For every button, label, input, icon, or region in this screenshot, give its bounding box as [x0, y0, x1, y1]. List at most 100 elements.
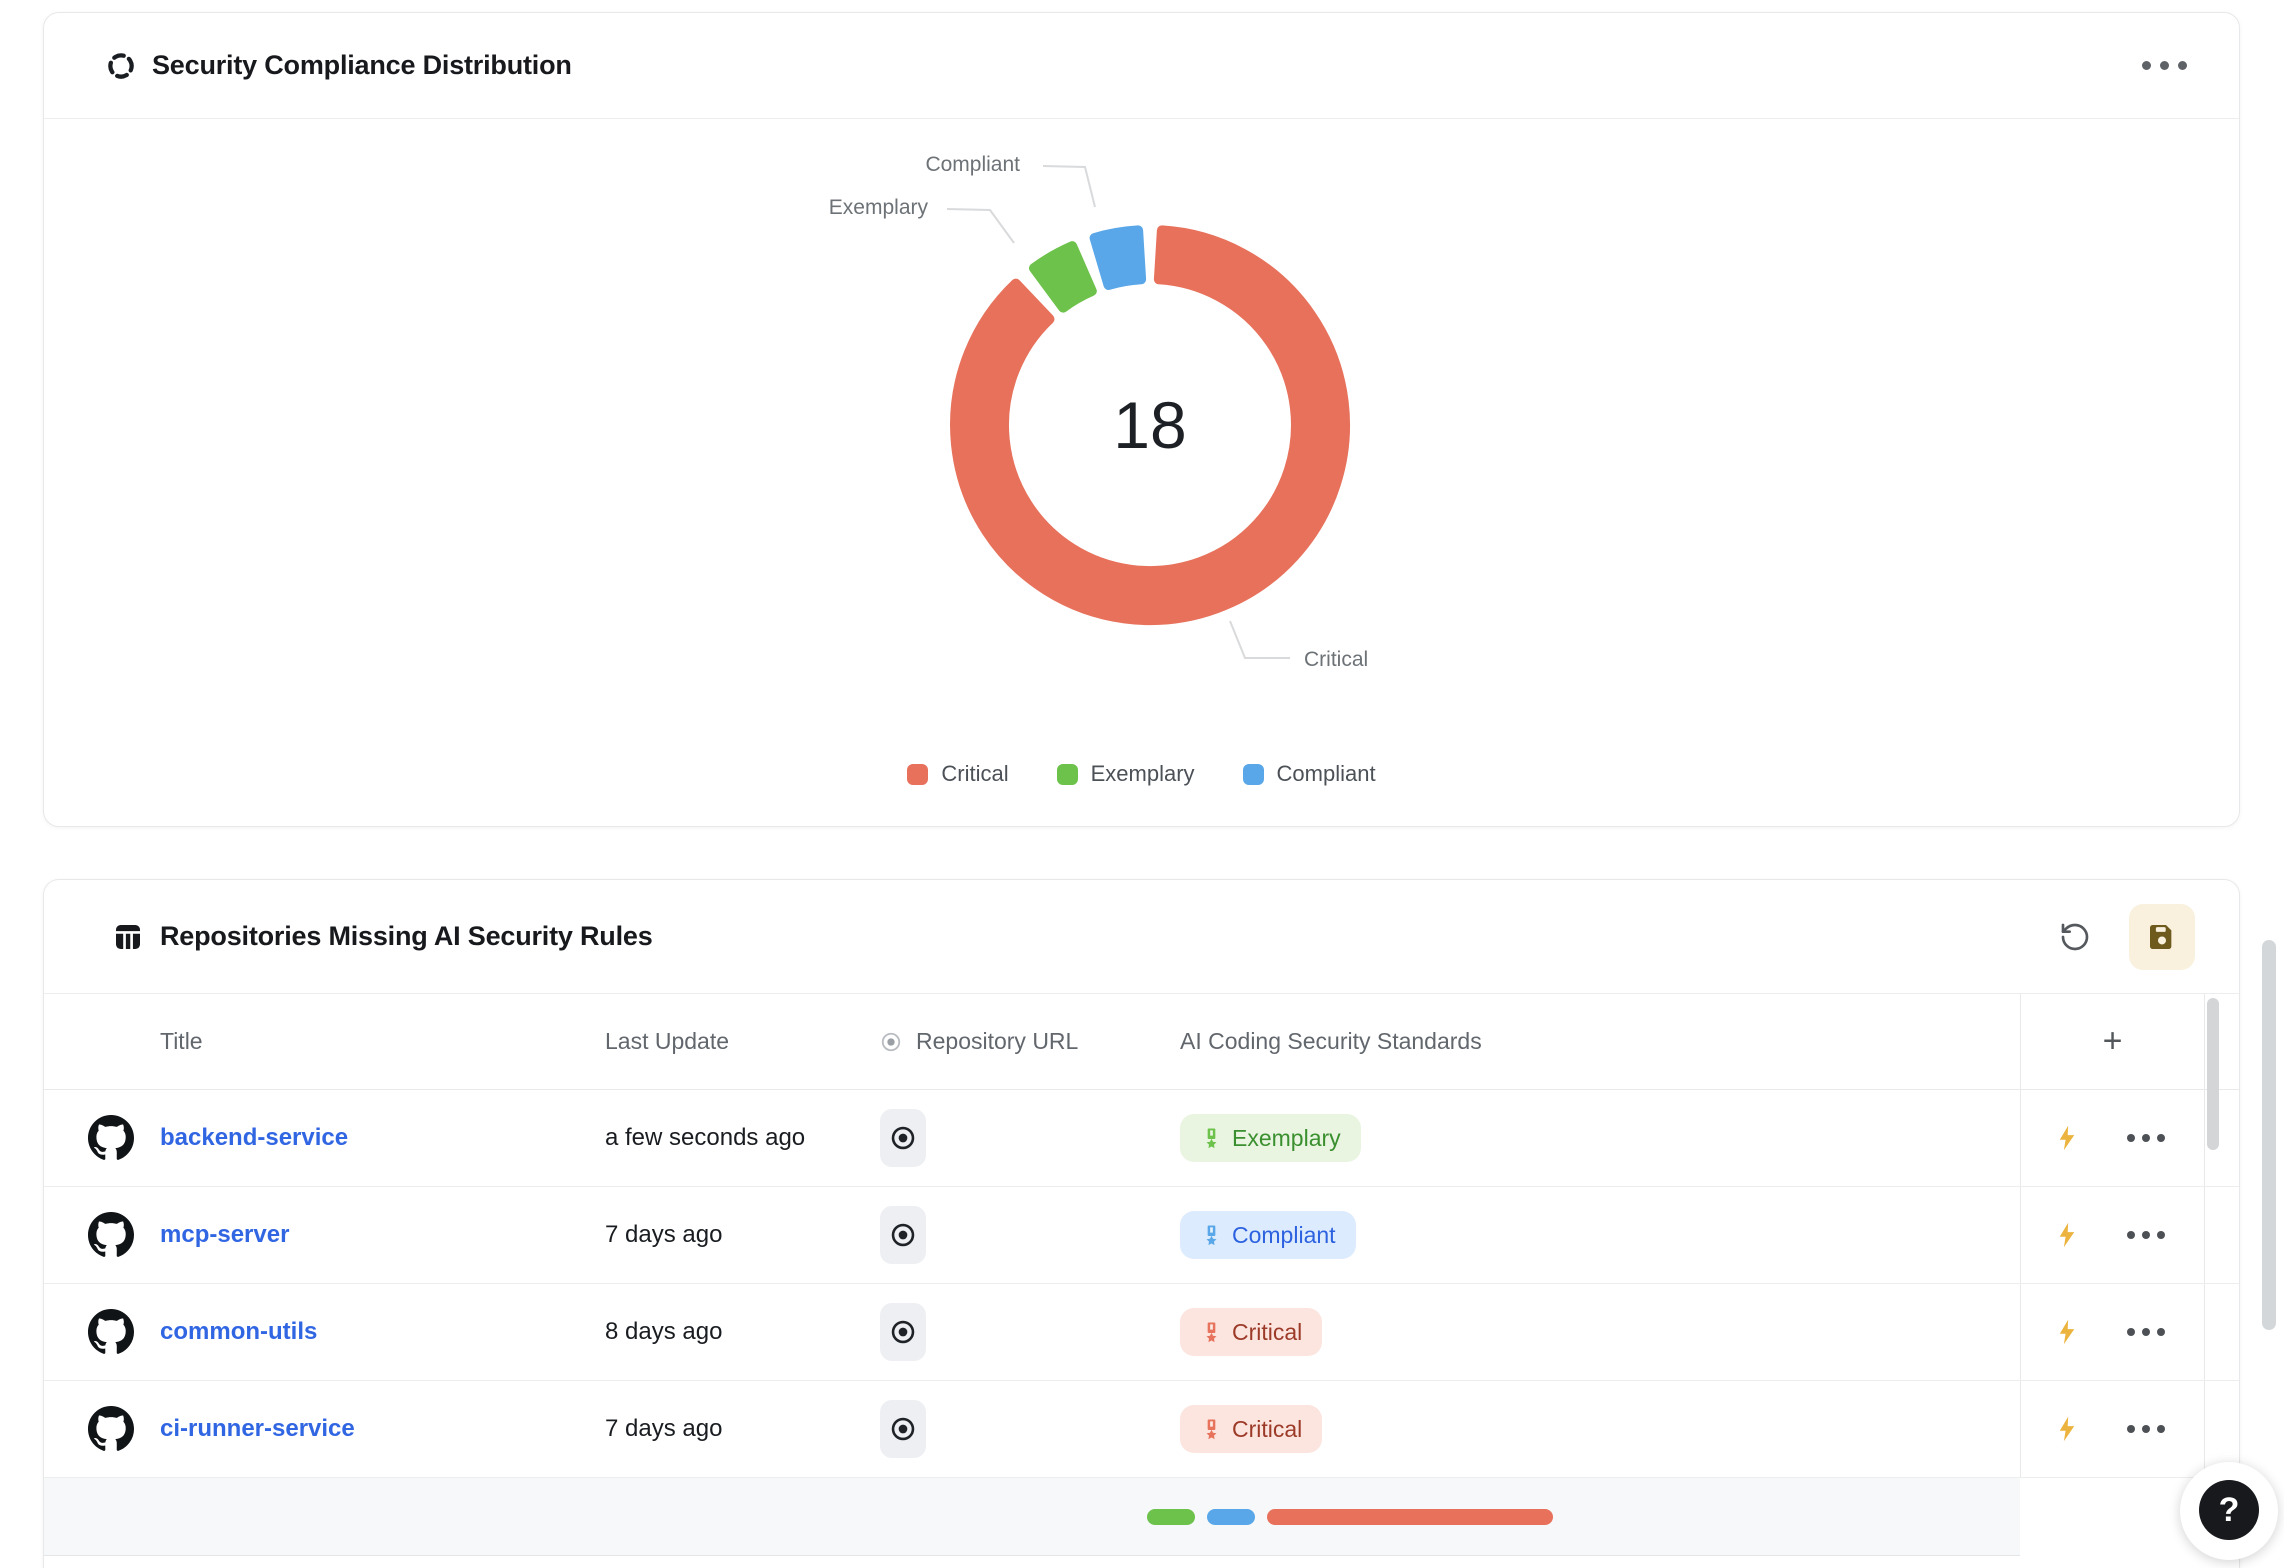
row-standards-cell: Critical — [1154, 1405, 2020, 1453]
medal-icon — [1206, 1321, 1217, 1342]
github-icon — [88, 1115, 134, 1160]
legend-item-exemplary[interactable]: Exemplary — [1056, 761, 1195, 787]
lightning-icon[interactable] — [2053, 1124, 2081, 1152]
row-standards-cell: Exemplary — [1154, 1114, 2020, 1162]
compliant-callout-line — [1042, 165, 1096, 208]
legend-item-compliant[interactable]: Compliant — [1242, 761, 1376, 787]
repositories-card-header: Repositories Missing AI Security Rules — [44, 880, 2239, 994]
legend-label: Critical — [941, 761, 1009, 786]
compliant-callout-label: Compliant — [925, 153, 1020, 176]
column-header-title[interactable]: Title — [134, 1028, 579, 1055]
last-update-value: 8 days ago — [605, 1318, 723, 1345]
legend-label: Compliant — [1276, 761, 1376, 786]
help-icon: ? — [2199, 1480, 2259, 1540]
standards-badge-label: Exemplary — [1232, 1124, 1341, 1151]
critical-callout-line — [1228, 620, 1290, 659]
row-last-update-cell: 7 days ago — [579, 1221, 854, 1249]
plus-icon: + — [2102, 1022, 2123, 1060]
donut-chart-icon — [108, 52, 134, 79]
row-title-cell: ci-runner-service — [134, 1415, 579, 1443]
row-last-update-cell: 7 days ago — [579, 1415, 854, 1443]
repository-link[interactable]: mcp-server — [160, 1221, 290, 1248]
standards-badge[interactable]: Compliant — [1180, 1211, 1356, 1259]
page-scrollbar[interactable] — [2262, 940, 2276, 1330]
donut-segments[interactable] — [949, 225, 1350, 626]
medal-icon — [1206, 1127, 1217, 1148]
help-button[interactable]: ? — [2180, 1462, 2278, 1560]
table-scrollbar[interactable] — [2207, 998, 2219, 1150]
row-last-update-cell: a few seconds ago — [579, 1124, 854, 1152]
row-actions-cell — [2020, 1381, 2205, 1477]
donut-segment-compliant[interactable] — [1089, 225, 1146, 290]
expand-record-button[interactable] — [880, 1109, 926, 1167]
undo-button[interactable] — [2051, 913, 2099, 961]
column-header-last-update[interactable]: Last Update — [579, 1028, 854, 1055]
row-repository-url-cell — [854, 1400, 1154, 1458]
record-target-icon — [891, 1417, 915, 1441]
expand-record-button[interactable] — [880, 1400, 926, 1458]
github-icon — [88, 1406, 134, 1451]
table-row: common-utils 8 days ago Critical — [44, 1284, 2239, 1381]
standards-badge-label: Critical — [1232, 1415, 1303, 1442]
table-row: backend-service a few seconds ago Exempl… — [44, 1090, 2239, 1187]
exemplary-callout-label: Exemplary — [828, 196, 928, 219]
row-standards-cell: Critical — [1154, 1308, 2020, 1356]
row-repository-url-cell — [854, 1206, 1154, 1264]
record-target-icon — [891, 1320, 915, 1344]
record-target-icon — [891, 1223, 915, 1247]
donut-segment-critical[interactable] — [949, 225, 1350, 626]
compliance-card-title: Security Compliance Distribution — [152, 50, 572, 80]
expand-record-button[interactable] — [880, 1206, 926, 1264]
add-column-button[interactable]: + — [2020, 994, 2205, 1089]
summary-pill-compliant — [1207, 1508, 1255, 1525]
repositories-card: Repositories Missing AI Security Rules T… — [43, 879, 2240, 1568]
row-menu-ellipsis-icon[interactable] — [2119, 1126, 2173, 1150]
lightning-icon[interactable] — [2053, 1318, 2081, 1346]
row-title-cell: mcp-server — [134, 1221, 579, 1249]
table-summary-row — [44, 1478, 2020, 1556]
medal-icon — [1206, 1224, 1217, 1245]
save-button[interactable] — [2129, 903, 2195, 970]
table-icon — [116, 924, 140, 949]
row-menu-ellipsis-icon[interactable] — [2119, 1320, 2173, 1344]
compliance-card-header: Security Compliance Distribution — [44, 13, 2239, 119]
standards-badge[interactable]: Exemplary — [1180, 1114, 1361, 1162]
standards-badge[interactable]: Critical — [1180, 1308, 1323, 1356]
card-menu-ellipsis-icon[interactable] — [2134, 53, 2195, 78]
donut-segment-exemplary[interactable] — [1028, 241, 1097, 313]
legend-swatch — [1056, 763, 1078, 785]
github-icon — [88, 1212, 134, 1257]
row-repository-url-cell — [854, 1303, 1154, 1361]
repositories-card-title: Repositories Missing AI Security Rules — [160, 921, 653, 951]
row-repository-url-cell — [854, 1109, 1154, 1167]
legend-label: Exemplary — [1090, 761, 1195, 786]
row-last-update-cell: 8 days ago — [579, 1318, 854, 1346]
repository-link[interactable]: common-utils — [160, 1318, 318, 1345]
legend-swatch — [907, 763, 929, 785]
standards-badge-label: Compliant — [1232, 1221, 1336, 1248]
repository-link[interactable]: backend-service — [160, 1124, 349, 1151]
table-next-row-sliver — [44, 1556, 2239, 1568]
repository-link[interactable]: ci-runner-service — [160, 1415, 355, 1442]
legend-item-critical[interactable]: Critical — [907, 761, 1009, 787]
medal-icon — [1206, 1418, 1217, 1439]
row-title-cell: backend-service — [134, 1124, 579, 1152]
record-target-icon — [891, 1126, 915, 1150]
record-radio-icon — [881, 1032, 901, 1051]
exemplary-callout-line — [946, 208, 1015, 244]
row-github-cell — [44, 1115, 134, 1161]
lightning-icon[interactable] — [2053, 1415, 2081, 1443]
table-row: ci-runner-service 7 days ago Critical — [44, 1381, 2239, 1478]
expand-record-button[interactable] — [880, 1303, 926, 1361]
standards-badge-label: Critical — [1232, 1318, 1303, 1345]
column-header-repository-url[interactable]: Repository URL — [854, 1028, 1154, 1055]
lightning-icon[interactable] — [2053, 1221, 2081, 1249]
column-header-standards[interactable]: AI Coding Security Standards — [1154, 1028, 2020, 1055]
row-menu-ellipsis-icon[interactable] — [2119, 1223, 2173, 1247]
row-menu-ellipsis-icon[interactable] — [2119, 1417, 2173, 1441]
summary-pill-critical — [1267, 1508, 1553, 1525]
column-title-label: Title — [160, 1028, 203, 1054]
standards-badge[interactable]: Critical — [1180, 1405, 1323, 1453]
chart-legend: Critical Exemplary Compliant — [44, 761, 2239, 787]
row-standards-cell: Compliant — [1154, 1211, 2020, 1259]
